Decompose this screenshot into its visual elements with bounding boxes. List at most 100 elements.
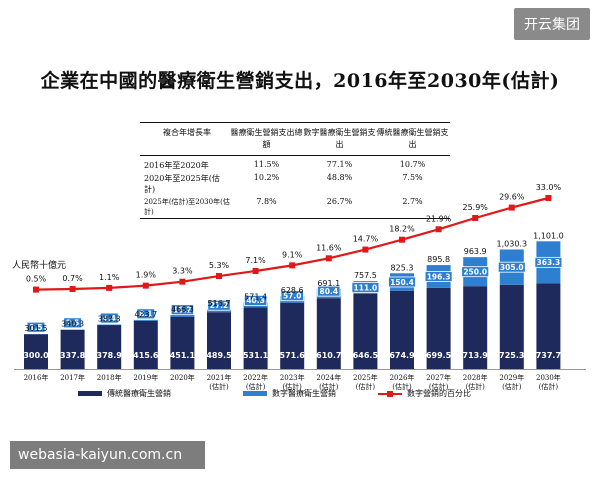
legend-label-percent: 數字營銷的百分比 — [407, 389, 471, 398]
percent-label: 3.3% — [172, 267, 193, 276]
bar-value-label-traditional: 646.5 — [353, 351, 379, 360]
x-tick-label: (估計) — [502, 382, 522, 391]
table-row: 2016年至2020年 11.5% 77.1% 10.7% — [140, 156, 450, 172]
percent-marker — [33, 286, 39, 293]
x-tick-label: 2017年 — [60, 373, 85, 382]
watermark-top: 开云集团 — [514, 8, 590, 40]
bar-value-label-traditional: 300.0 — [23, 351, 49, 360]
bar-value-box-digital — [26, 321, 46, 333]
bar-value-label-digital: 27.2 — [210, 301, 229, 310]
bar-digital — [207, 309, 231, 313]
table-header-cell: 傳統醫療衛生營銷支出 — [376, 128, 449, 149]
bar-value-label-traditional: 737.7 — [536, 351, 561, 360]
legend-label-traditional: 傳統醫療衛生營銷 — [107, 389, 171, 398]
bar-total-label: 340.3 — [61, 320, 84, 329]
legend-swatch-traditional — [78, 391, 102, 396]
x-tick-label: 2023年 — [280, 373, 305, 382]
percent-label: 18.2% — [389, 225, 415, 234]
bar-traditional — [390, 290, 414, 369]
percent-label: 33.0% — [536, 183, 562, 192]
bar-value-box-digital — [99, 312, 119, 324]
x-tick-label: (估計) — [356, 382, 376, 391]
bar-value-box-digital — [317, 285, 341, 297]
bar-total-label: 423.7 — [134, 310, 157, 319]
percent-label: 0.5% — [26, 275, 47, 284]
bar-value-label-digital: 1.5 — [29, 323, 42, 332]
x-tick-label: (估計) — [209, 382, 229, 391]
percent-label: 14.7% — [353, 235, 379, 244]
x-tick-label: (估計) — [319, 382, 339, 391]
bar-digital — [133, 319, 158, 321]
x-tick-label: 2027年 — [426, 373, 451, 382]
bar-traditional — [280, 302, 305, 369]
bar-digital — [170, 314, 195, 317]
percent-marker — [142, 282, 149, 289]
bar-value-label-digital: 2.5 — [66, 319, 79, 328]
x-tick-label: (估計) — [282, 382, 302, 391]
percent-marker — [472, 215, 479, 222]
table-header-cell: 醫療衛生營銷支出總額 — [230, 128, 303, 149]
bar-value-label-digital: 57.0 — [283, 291, 302, 300]
bar-traditional — [170, 316, 195, 369]
x-tick-label: 2024年 — [316, 373, 341, 382]
table-cell: 10.2% — [253, 173, 280, 182]
x-tick-label: 2030年 — [536, 373, 561, 382]
x-tick-label: 2018年 — [97, 373, 122, 382]
bar-traditional — [463, 286, 488, 369]
table-header-cell: 複合年增長率 — [163, 128, 211, 137]
bar-value-label-traditional: 451.1 — [170, 351, 196, 360]
bar-value-box-digital — [207, 299, 231, 311]
bar-value-label-traditional: 674.9 — [389, 351, 415, 360]
table-cell: 77.1% — [326, 160, 353, 169]
x-tick-label: 2016年 — [24, 373, 49, 382]
table-cell: 26.7% — [326, 197, 353, 206]
watermark-bottom: webasia-kaiyun.com.cn — [10, 441, 205, 469]
x-tick-label: 2022年 — [243, 373, 268, 382]
percent-marker — [545, 195, 552, 201]
x-tick-label: (估計) — [465, 382, 485, 391]
bar-value-box-digital — [136, 308, 156, 320]
x-tick-label: (估計) — [429, 382, 449, 391]
percent-marker — [399, 236, 405, 243]
bar-value-box-digital — [243, 294, 268, 306]
percent-label: 5.3% — [209, 261, 230, 270]
bar-value-box-digital — [424, 271, 453, 282]
bar-total-label: 301.5 — [25, 324, 48, 333]
bar-value-box-digital — [388, 276, 416, 288]
bar-value-label-traditional: 610.7 — [316, 351, 341, 360]
bar-value-box-digital — [63, 317, 82, 329]
bar-value-label-digital: 250.0 — [463, 267, 487, 276]
bar-total-label: 963.9 — [464, 247, 487, 256]
bar-value-label-traditional: 415.6 — [133, 351, 159, 360]
unit-label: 人民幣十億元 — [12, 261, 67, 271]
bar-value-box-digital — [461, 266, 490, 278]
bar-value-label-digital: 4.4 — [103, 314, 116, 323]
percent-marker — [252, 267, 259, 274]
table-cell: 48.8% — [326, 173, 353, 182]
legend-label-digital: 數字醫療衛生營銷 — [272, 389, 336, 398]
bar-traditional — [243, 307, 268, 369]
bar-value-label-digital: 8.1 — [139, 310, 152, 319]
bar-value-box-digital — [534, 256, 563, 268]
percent-label: 21.9% — [426, 214, 452, 223]
legend-swatch-digital — [243, 391, 267, 396]
bar-value-label-digital: 363.3 — [537, 258, 561, 267]
percent-label: 7.1% — [245, 256, 266, 265]
bar-digital — [97, 324, 122, 326]
x-tick-label: (估計) — [539, 382, 559, 391]
bar-total-label: 516.7 — [208, 299, 231, 308]
bar-value-label-traditional: 489.5 — [206, 351, 232, 360]
bar-value-label-traditional: 531.1 — [243, 351, 269, 360]
table-cell: 11.5% — [253, 160, 280, 169]
bar-total-label: 895.8 — [427, 255, 450, 264]
x-tick-label: 2019年 — [133, 373, 158, 382]
percent-label: 11.6% — [316, 243, 342, 252]
percent-marker — [508, 204, 515, 211]
bar-value-label-traditional: 378.9 — [97, 351, 123, 360]
bar-value-label-digital: 150.4 — [390, 278, 414, 287]
x-tick-label: (估計) — [246, 382, 266, 391]
percent-marker — [69, 286, 76, 293]
bar-traditional — [60, 329, 85, 369]
bar-value-box-digital — [170, 304, 194, 316]
